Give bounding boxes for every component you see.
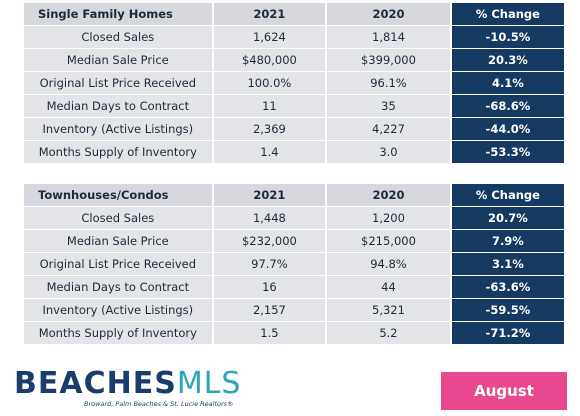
cell: -44.0% — [451, 118, 564, 140]
cell: $399,000 — [327, 49, 450, 71]
cell: 1,624 — [213, 26, 326, 48]
row: Median Sale Price $480,000 $399,000 20.3% — [24, 49, 564, 71]
cell: Median Days to Contract — [24, 276, 212, 298]
cell: 1.5 — [213, 322, 326, 344]
header-cell: 2021 — [213, 3, 326, 25]
cell: 16 — [213, 276, 326, 298]
logo-part: BEACHES — [14, 366, 177, 401]
cell: -63.6% — [451, 276, 564, 298]
row: Months Supply of Inventory 1.4 3.0 -53.3% — [24, 141, 564, 163]
header-cell: 2020 — [327, 184, 450, 206]
cell: Original List Price Received — [24, 72, 212, 94]
cell: Months Supply of Inventory — [24, 141, 212, 163]
cell: Inventory (Active Listings) — [24, 118, 212, 140]
cell: 1,200 — [327, 207, 450, 229]
cell: Original List Price Received — [24, 253, 212, 275]
cell: 96.1% — [327, 72, 450, 94]
cell: 5.2 — [327, 322, 450, 344]
header-cell: % Change — [451, 184, 564, 206]
header-cell: Single Family Homes — [24, 3, 212, 25]
cell: 35 — [327, 95, 450, 117]
cell: Median Days to Contract — [24, 95, 212, 117]
cell: 2,369 — [213, 118, 326, 140]
townhouse-table: Townhouses/Condos 2021 2020% Change Closed … — [22, 183, 566, 345]
cell: 94.8% — [327, 253, 450, 275]
cell: -71.2% — [451, 322, 564, 344]
header-row: Townhouses/Condos 2021 2020% Change — [24, 184, 564, 206]
cell: $215,000 — [327, 230, 450, 252]
row: Original List Price Received 97.7% 94.8% 3.… — [24, 253, 564, 275]
cell: 44 — [327, 276, 450, 298]
cell: Closed Sales — [24, 207, 212, 229]
cell: 11 — [213, 95, 326, 117]
logo-name: BEACHESMLS — [14, 368, 241, 400]
cell: 4,227 — [327, 118, 450, 140]
cell: Median Sale Price — [24, 230, 212, 252]
cell: 1,448 — [213, 207, 326, 229]
header-row: Single Family Homes 2021 2020% Change — [24, 3, 564, 25]
month-button[interactable]: August — [441, 372, 567, 410]
row: Median Days to Contract 16 44 -63.6% — [24, 276, 564, 298]
header-cell: % Change — [451, 3, 564, 25]
cell: 20.3% — [451, 49, 564, 71]
cell: -10.5% — [451, 26, 564, 48]
logo-part: MLS — [176, 366, 242, 401]
cell: Closed Sales — [24, 26, 212, 48]
cell: 20.7% — [451, 207, 564, 229]
cell: 2,157 — [213, 299, 326, 321]
logo: BEACHESMLS Broward, Palm Beaches & St. L… — [14, 368, 241, 409]
row: Original List Price Received 100.0% 96.1% 4… — [24, 72, 564, 94]
header-cell: 2021 — [213, 184, 326, 206]
cell: 100.0% — [213, 72, 326, 94]
row: Closed Sales 1,624 1,814 -10.5% — [24, 26, 564, 48]
cell: $480,000 — [213, 49, 326, 71]
row: Closed Sales 1,448 1,200 20.7% — [24, 207, 564, 229]
cell: Median Sale Price — [24, 49, 212, 71]
cell: 1.4 — [213, 141, 326, 163]
cell: 4.1% — [451, 72, 564, 94]
cell: 7.9% — [451, 230, 564, 252]
cell: 1,814 — [327, 26, 450, 48]
cell: 3.0 — [327, 141, 450, 163]
cell: 3.1% — [451, 253, 564, 275]
row: Median Sale Price $232,000 $215,000 7.9% — [24, 230, 564, 252]
cell: 5,321 — [327, 299, 450, 321]
cell: Inventory (Active Listings) — [24, 299, 212, 321]
row: Median Days to Contract 11 35 -68.6% — [24, 95, 564, 117]
cell: -59.5% — [451, 299, 564, 321]
cell: -68.6% — [451, 95, 564, 117]
cell: -53.3% — [451, 141, 564, 163]
row: Inventory (Active Listings) 2,157 5,321 -59… — [24, 299, 564, 321]
single-family-table: Single Family Homes 2021 2020% Change Close… — [22, 2, 566, 164]
logo-tagline: Broward, Palm Beaches & St. Lucie Realto… — [84, 400, 234, 408]
cell: 97.7% — [213, 253, 326, 275]
cell: $232,000 — [213, 230, 326, 252]
row: Inventory (Active Listings) 2,369 4,227 -44… — [24, 118, 564, 140]
cell: Months Supply of Inventory — [24, 322, 212, 344]
header-cell: Townhouses/Condos — [24, 184, 212, 206]
header-cell: 2020 — [327, 3, 450, 25]
row: Months Supply of Inventory 1.5 5.2 -71.2% — [24, 322, 564, 344]
